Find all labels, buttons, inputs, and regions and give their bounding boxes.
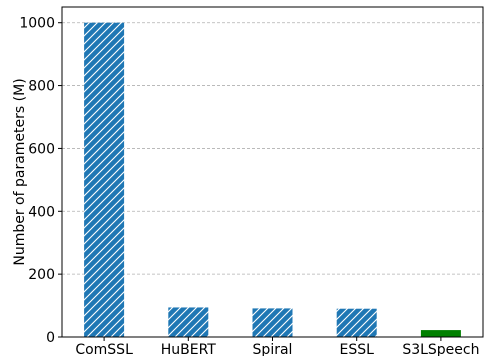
- bar-spiral: [252, 308, 293, 337]
- y-axis-ticks: 0 200 400 600 800 1000: [19, 16, 62, 346]
- x-tick-label: ESSL: [339, 342, 374, 356]
- y-axis-label: Number of parameters (M): [12, 78, 28, 265]
- grid-lines: [62, 22, 483, 275]
- y-tick-label: 200: [28, 267, 55, 283]
- y-tick-label: 1000: [19, 16, 55, 32]
- y-tick-label: 0: [46, 330, 55, 346]
- y-tick-label: 600: [28, 141, 55, 157]
- plot-frame: [61, 6, 484, 338]
- x-tick-label: S3LSpeech: [402, 342, 479, 356]
- x-axis-ticks: ComSSL HuBERT Spiral ESSL S3LSpeech: [75, 337, 479, 356]
- bar-hubert: [168, 307, 209, 337]
- x-tick-label: HuBERT: [161, 342, 217, 356]
- y-tick-label: 400: [28, 204, 55, 220]
- bar-essl: [336, 308, 377, 337]
- bar-s3lspeech: [420, 330, 461, 337]
- x-tick-label: ComSSL: [75, 342, 133, 356]
- x-tick-label: Spiral: [253, 342, 293, 356]
- bars-group: [84, 22, 461, 337]
- bar-comssl: [84, 22, 125, 337]
- y-tick-label: 800: [28, 79, 55, 95]
